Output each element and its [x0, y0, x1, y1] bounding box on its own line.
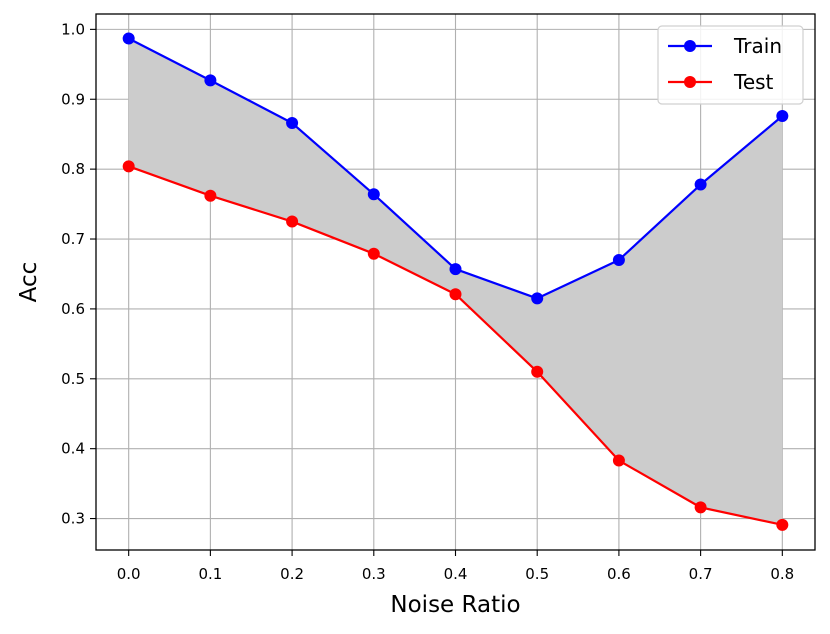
series-layer: [122, 32, 789, 531]
test-point: [204, 189, 217, 202]
test-point: [776, 518, 789, 531]
x-axis-ticks: 0.0 0.1 0.2 0.3 0.4 0.5 0.6 0.7 0.8: [117, 550, 794, 583]
train-point: [776, 110, 789, 123]
x-tick-label: 0.8: [770, 565, 794, 583]
y-tick-label: 0.6: [61, 300, 85, 318]
legend-swatch-marker: [684, 76, 696, 88]
train-test-gap-fill: [128, 38, 783, 525]
y-tick-label: 0.7: [61, 230, 85, 248]
y-tick-label: 0.9: [61, 90, 85, 108]
y-axis-label: Acc: [16, 262, 42, 303]
test-point: [367, 247, 380, 260]
train-point: [286, 117, 299, 130]
train-point: [122, 32, 135, 45]
test-point: [612, 454, 625, 467]
train-point: [449, 263, 462, 276]
test-point: [122, 160, 135, 173]
x-axis-label: Noise Ratio: [390, 592, 520, 618]
y-tick-label: 0.3: [61, 510, 85, 528]
y-tick-label: 0.4: [61, 440, 85, 458]
train-point: [367, 188, 380, 201]
series-train: [122, 32, 789, 305]
x-tick-label: 0.0: [117, 565, 141, 583]
test-point: [286, 215, 299, 228]
x-tick-label: 0.4: [444, 565, 468, 583]
series-test: [122, 160, 789, 531]
legend: Train Test: [657, 25, 804, 105]
x-tick-label: 0.6: [607, 565, 631, 583]
x-tick-label: 0.1: [198, 565, 222, 583]
train-point: [612, 253, 625, 266]
test-point: [449, 288, 462, 301]
x-tick-label: 0.3: [362, 565, 386, 583]
x-tick-label: 0.2: [280, 565, 304, 583]
legend-label: Test: [733, 70, 774, 94]
test-point: [531, 365, 544, 378]
train-point: [694, 178, 707, 191]
test-point: [694, 501, 707, 514]
x-tick-label: 0.7: [689, 565, 713, 583]
legend-swatch-marker: [684, 40, 696, 52]
legend-label: Train: [733, 34, 782, 58]
y-tick-label: 0.8: [61, 160, 85, 178]
y-tick-label: 1.0: [61, 20, 85, 38]
train-point: [531, 292, 544, 305]
y-axis-ticks: 0.3 0.4 0.5 0.6 0.7 0.8 0.9 1.0: [61, 20, 96, 528]
train-point: [204, 74, 217, 87]
x-tick-label: 0.5: [525, 565, 549, 583]
y-tick-label: 0.5: [61, 370, 85, 388]
